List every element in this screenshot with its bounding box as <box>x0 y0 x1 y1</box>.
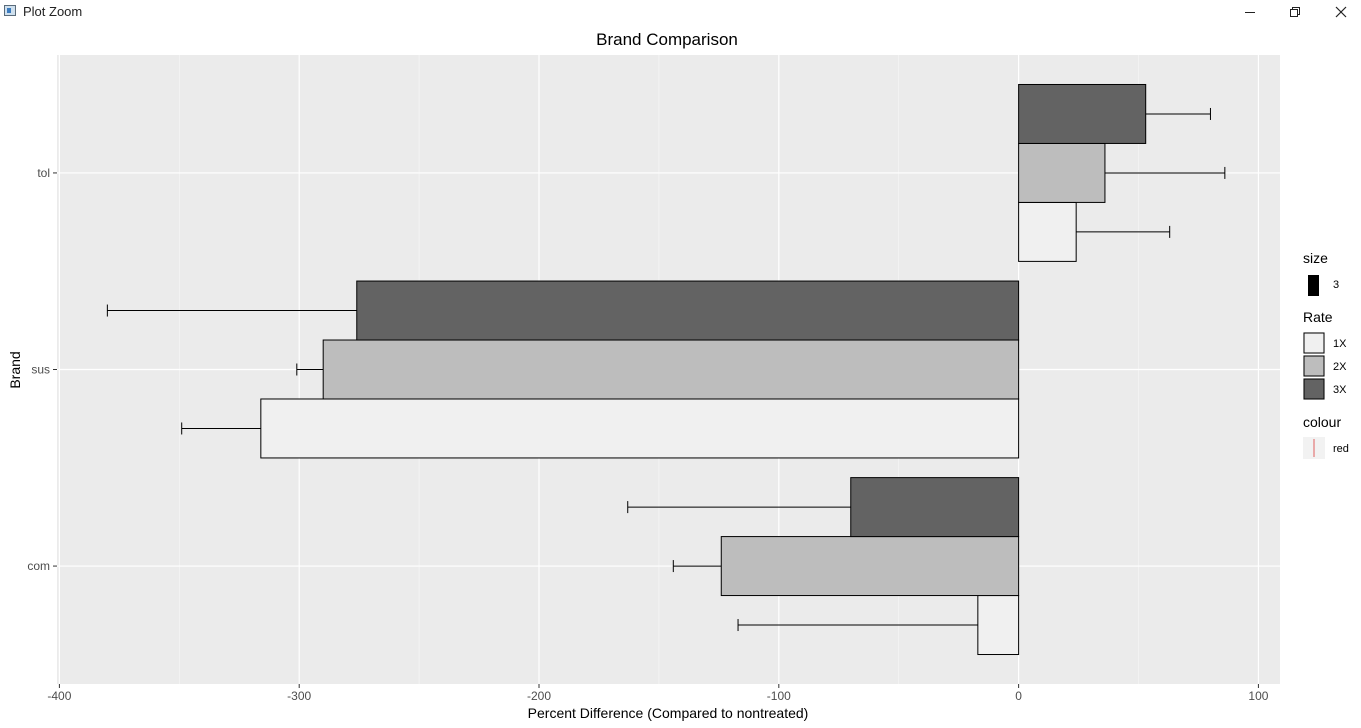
bar-sus-2X <box>322 339 1020 400</box>
bars-layer <box>260 83 1147 656</box>
bar-sus-1X <box>260 398 1020 459</box>
close-button[interactable] <box>1318 0 1361 24</box>
legend-item-red: red <box>1303 437 1349 459</box>
legend-key-swatch <box>1303 378 1325 400</box>
legend-label: 3 <box>1333 279 1339 291</box>
minimize-button[interactable] <box>1227 0 1273 24</box>
legend: size 3 Rate 1X 2X 3X colour red <box>1303 250 1349 459</box>
minimize-icon <box>1245 12 1255 13</box>
x-tick-label: 100 <box>1248 689 1268 703</box>
y-tick-label: com <box>27 559 50 573</box>
bar-com-2X <box>720 536 1020 597</box>
x-tick-label: -400 <box>47 689 71 703</box>
legend-title-colour: colour <box>1303 414 1341 430</box>
legend-label: 2X <box>1333 361 1347 373</box>
chart-title: Brand Comparison <box>596 30 738 49</box>
legend-item-2X: 2X <box>1303 355 1347 377</box>
legend-item-3: 3 <box>1308 275 1339 296</box>
bar-sus-3X <box>356 280 1020 341</box>
legend-item-1X: 1X <box>1303 332 1347 354</box>
chart-canvas: -400 -300 -200 -100 0 100 com sus tol Brand Com… <box>7 30 1349 721</box>
legend-item-3X: 3X <box>1303 378 1347 400</box>
x-axis: -400 -300 -200 -100 0 100 <box>47 684 1269 703</box>
legend-label: 3X <box>1333 384 1347 396</box>
legend-title-size: size <box>1303 250 1328 266</box>
bar-com-3X <box>850 477 1020 538</box>
bar-tol-1X <box>1018 201 1077 262</box>
legend-label: red <box>1333 443 1349 455</box>
bar-tol-2X <box>1018 142 1106 203</box>
window-titlebar: Plot Zoom <box>0 0 1361 24</box>
x-axis-title: Percent Difference (Compared to nontreat… <box>528 705 809 721</box>
y-tick-label: tol <box>37 166 50 180</box>
y-axis-title: Brand <box>7 351 23 388</box>
x-tick-label: -100 <box>767 689 791 703</box>
legend-key-swatch <box>1303 355 1325 377</box>
close-icon <box>1335 6 1347 18</box>
restore-button[interactable] <box>1272 0 1318 24</box>
legend-key-size <box>1308 275 1319 296</box>
y-axis: com sus tol <box>27 166 57 573</box>
y-tick-label: sus <box>31 363 50 377</box>
x-tick-label: -200 <box>527 689 551 703</box>
legend-title-Rate: Rate <box>1303 309 1333 325</box>
app-icon <box>4 5 16 16</box>
x-tick-label: 0 <box>1015 689 1022 703</box>
restore-icon <box>1290 7 1300 17</box>
error-bars-layer <box>106 107 1226 632</box>
legend-key-swatch <box>1303 332 1325 354</box>
bar-com-1X <box>977 595 1020 656</box>
window-title: Plot Zoom <box>23 4 83 19</box>
legend-label: 1X <box>1333 338 1347 350</box>
bar-tol-3X <box>1018 83 1147 144</box>
x-tick-label: -300 <box>287 689 311 703</box>
